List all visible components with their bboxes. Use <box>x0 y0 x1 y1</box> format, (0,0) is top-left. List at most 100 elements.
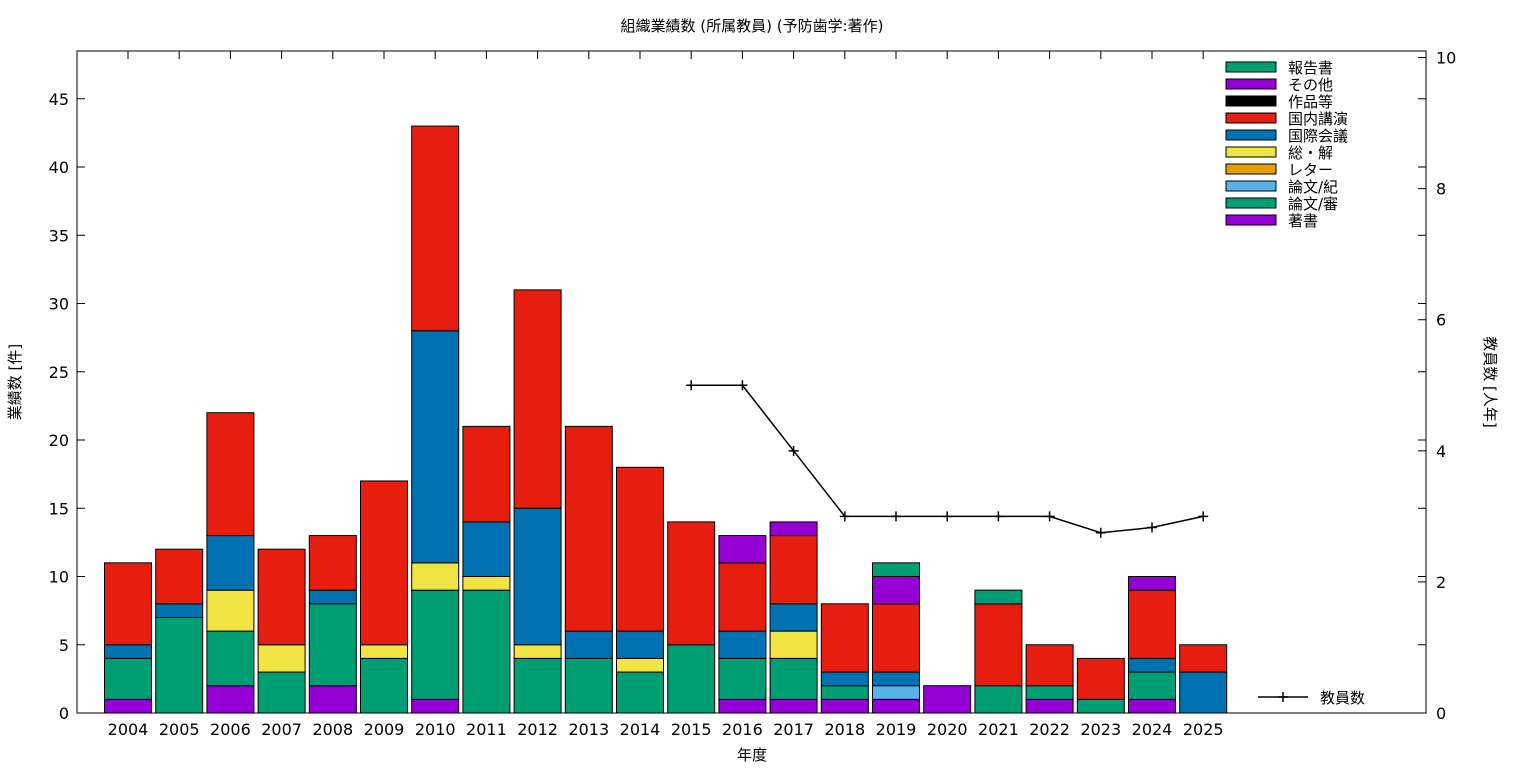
x-tick-label: 2013 <box>568 720 609 739</box>
y-axis-right: 0 2 4 6 8 10 <box>1418 49 1456 723</box>
faculty-line-point <box>1198 511 1209 522</box>
x-tick-label: 2024 <box>1132 720 1173 739</box>
bar-segment <box>923 685 972 714</box>
legend-swatch <box>1225 61 1277 73</box>
bar-segment <box>872 671 920 687</box>
bar-segment <box>718 698 767 714</box>
bar-segment <box>564 657 613 714</box>
bar-segment <box>974 603 1023 687</box>
y-axis-left: 0 5 10 15 20 25 30 35 40 45 <box>49 90 1426 723</box>
bar-segment <box>308 685 357 714</box>
legend-label: レター <box>1288 161 1333 179</box>
faculty-line-point <box>1044 511 1055 522</box>
faculty-line-point <box>993 511 1004 522</box>
bar-segment <box>155 603 204 618</box>
bar-segment <box>206 630 255 687</box>
faculty-line-point <box>891 511 901 522</box>
bar-segment <box>206 685 255 714</box>
bar-segment <box>1128 589 1176 659</box>
legend-swatch <box>1225 163 1277 175</box>
y-axis-label: 業績数 [件] <box>6 344 24 420</box>
bar-segment <box>872 698 920 714</box>
bar-segment <box>667 521 716 646</box>
x-tick-label: 2005 <box>159 720 200 739</box>
x-tick-label: 2014 <box>620 720 661 739</box>
bar-segment <box>411 589 460 700</box>
bar-segment <box>1025 644 1074 687</box>
y-tick-label: 10 <box>49 568 69 587</box>
x-tick-label: 2004 <box>108 720 149 739</box>
bar-segment <box>872 576 920 605</box>
y2-tick-label: 0 <box>1436 704 1446 723</box>
legend-label: 作品等 <box>1288 93 1333 111</box>
x-tick-label: 2010 <box>415 720 456 739</box>
bar-segment <box>769 698 818 714</box>
bar-segment <box>820 698 869 714</box>
y2-tick-label: 8 <box>1436 180 1446 199</box>
x-tick-label: 2022 <box>1029 720 1070 739</box>
bar-segment <box>462 576 511 591</box>
y2-tick-label: 4 <box>1436 442 1446 461</box>
bar-segment <box>1076 657 1125 700</box>
legend-swatch <box>1225 112 1277 124</box>
legend-label: 国際会議 <box>1288 127 1348 145</box>
legend-swatch <box>1225 180 1277 192</box>
legend-line-label: 教員数 <box>1320 689 1365 707</box>
legend-line-point <box>1278 692 1288 702</box>
y-tick-label: 0 <box>59 704 69 723</box>
bar-segment <box>513 657 562 714</box>
bar-segment <box>1076 698 1125 714</box>
legend-label: 国内講演 <box>1288 110 1348 128</box>
legend-swatch <box>1225 214 1277 226</box>
bar-segment <box>360 480 408 646</box>
bar-segment <box>308 603 357 687</box>
x-tick-label: 2009 <box>364 720 405 739</box>
bar-segment <box>872 685 920 700</box>
bar-segment <box>718 630 767 659</box>
y-tick-label: 30 <box>49 295 69 314</box>
bar-segment <box>104 644 152 659</box>
bar-segment <box>564 630 613 659</box>
bar-segment <box>872 562 920 578</box>
faculty-line-point <box>1095 527 1106 538</box>
y-tick-label: 40 <box>49 158 69 177</box>
faculty-line <box>691 384 1204 534</box>
legend-label: 論文/審 <box>1288 195 1338 213</box>
y2-axis-label: 教員数 [人年] <box>1481 336 1499 427</box>
bar-segment <box>1179 644 1228 673</box>
x-tick-label: 2025 <box>1183 720 1224 739</box>
bar-segment <box>513 644 562 659</box>
x-axis: 2004 2005 2006 2007 2008 2009 2010 2011 2012 2013… <box>108 51 1224 739</box>
bar-segment <box>769 630 818 659</box>
bar-segment <box>974 589 1023 605</box>
bar-segment <box>1025 698 1074 714</box>
bar-segment <box>1128 657 1176 673</box>
bar-segment <box>1128 698 1176 714</box>
faculty-line-point <box>942 511 953 522</box>
x-tick-label: 2018 <box>824 720 865 739</box>
bar-segment <box>718 657 767 700</box>
chart-title: 組織業績数 (所属教員) (予防歯学:著作) <box>621 17 884 35</box>
bar-segment <box>257 548 306 646</box>
bar-segment <box>769 535 818 605</box>
y-tick-label: 20 <box>49 431 69 450</box>
bar-segment <box>104 657 152 700</box>
faculty-line-point <box>1147 522 1157 533</box>
x-tick-label: 2020 <box>927 720 968 739</box>
faculty-line-point <box>686 380 697 391</box>
legend-swatch <box>1225 78 1277 90</box>
bar-segment <box>308 535 357 591</box>
legend-label: 総・解 <box>1288 144 1333 162</box>
bar-segment <box>564 425 613 632</box>
bar-segment <box>616 657 664 673</box>
y-tick-label: 5 <box>59 636 69 655</box>
legend-label: その他 <box>1288 76 1333 94</box>
faculty-line-group <box>686 380 1209 538</box>
bar-segment <box>769 521 818 537</box>
x-tick-label: 2011 <box>466 720 507 739</box>
x-tick-label: 2012 <box>517 720 558 739</box>
bar-segment <box>104 698 152 714</box>
bar-segment <box>155 548 204 605</box>
bar-segment <box>462 521 511 578</box>
